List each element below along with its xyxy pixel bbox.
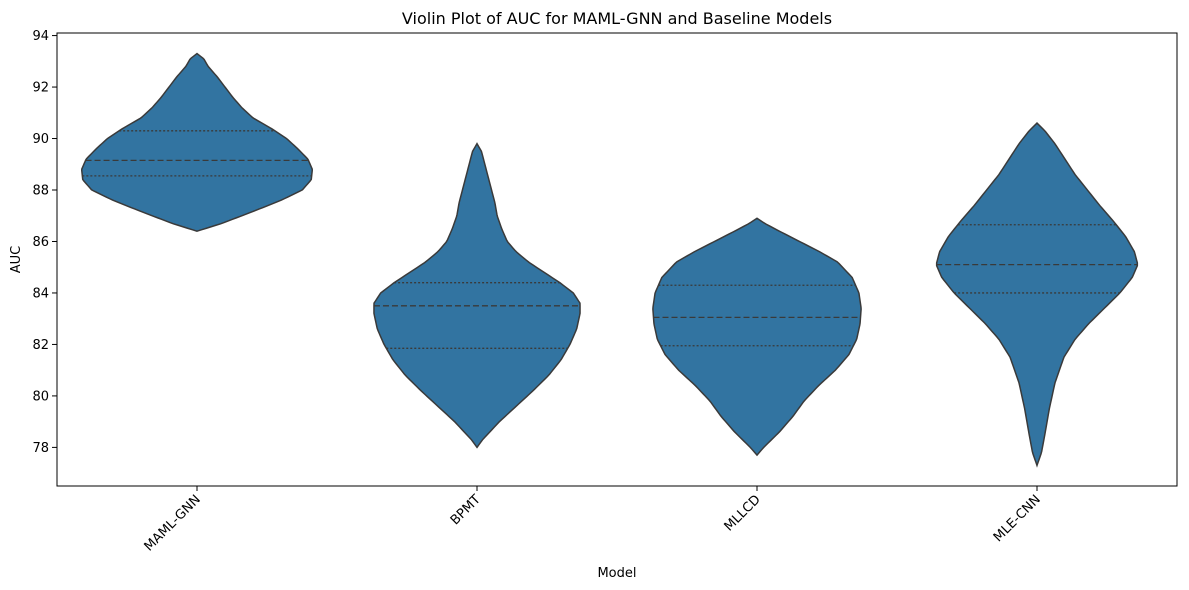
violin-bpmt (373, 142, 581, 449)
y-tick-label: 88 (32, 184, 49, 199)
y-tick-label: 78 (32, 441, 49, 456)
y-tick-label: 80 (32, 389, 49, 404)
x-axis-label: Model (597, 566, 636, 581)
y-tick-label: 86 (32, 235, 49, 250)
x-tick-label: BPMT (448, 492, 484, 528)
y-axis: 78 80 82 84 86 88 90 92 94 (32, 29, 57, 456)
violin-body (652, 217, 862, 457)
chart-title: Violin Plot of AUC for MAML-GNN and Base… (402, 9, 832, 28)
y-axis-label: AUC (9, 246, 24, 274)
x-axis: MAML-GNN BPMT MLLCD MLE-CNN (142, 486, 1044, 554)
plot-area (81, 52, 1139, 468)
plot-frame (56, 32, 1178, 487)
violin-body (935, 122, 1139, 468)
y-tick-label: 92 (32, 81, 49, 96)
x-tick-label: MLE-CNN (991, 492, 1044, 545)
y-tick-label: 94 (32, 29, 49, 44)
violin-body (373, 142, 581, 449)
y-tick-label: 82 (32, 338, 49, 353)
x-tick-label: MAML-GNN (142, 492, 204, 554)
y-tick-label: 84 (32, 286, 49, 301)
violin-mle-cnn (935, 122, 1139, 468)
violin-mllcd (652, 217, 862, 457)
violin-body (81, 52, 313, 232)
y-tick-label: 90 (32, 132, 49, 147)
x-tick-label: MLLCD (722, 492, 764, 534)
violin-maml-gnn (81, 52, 313, 232)
